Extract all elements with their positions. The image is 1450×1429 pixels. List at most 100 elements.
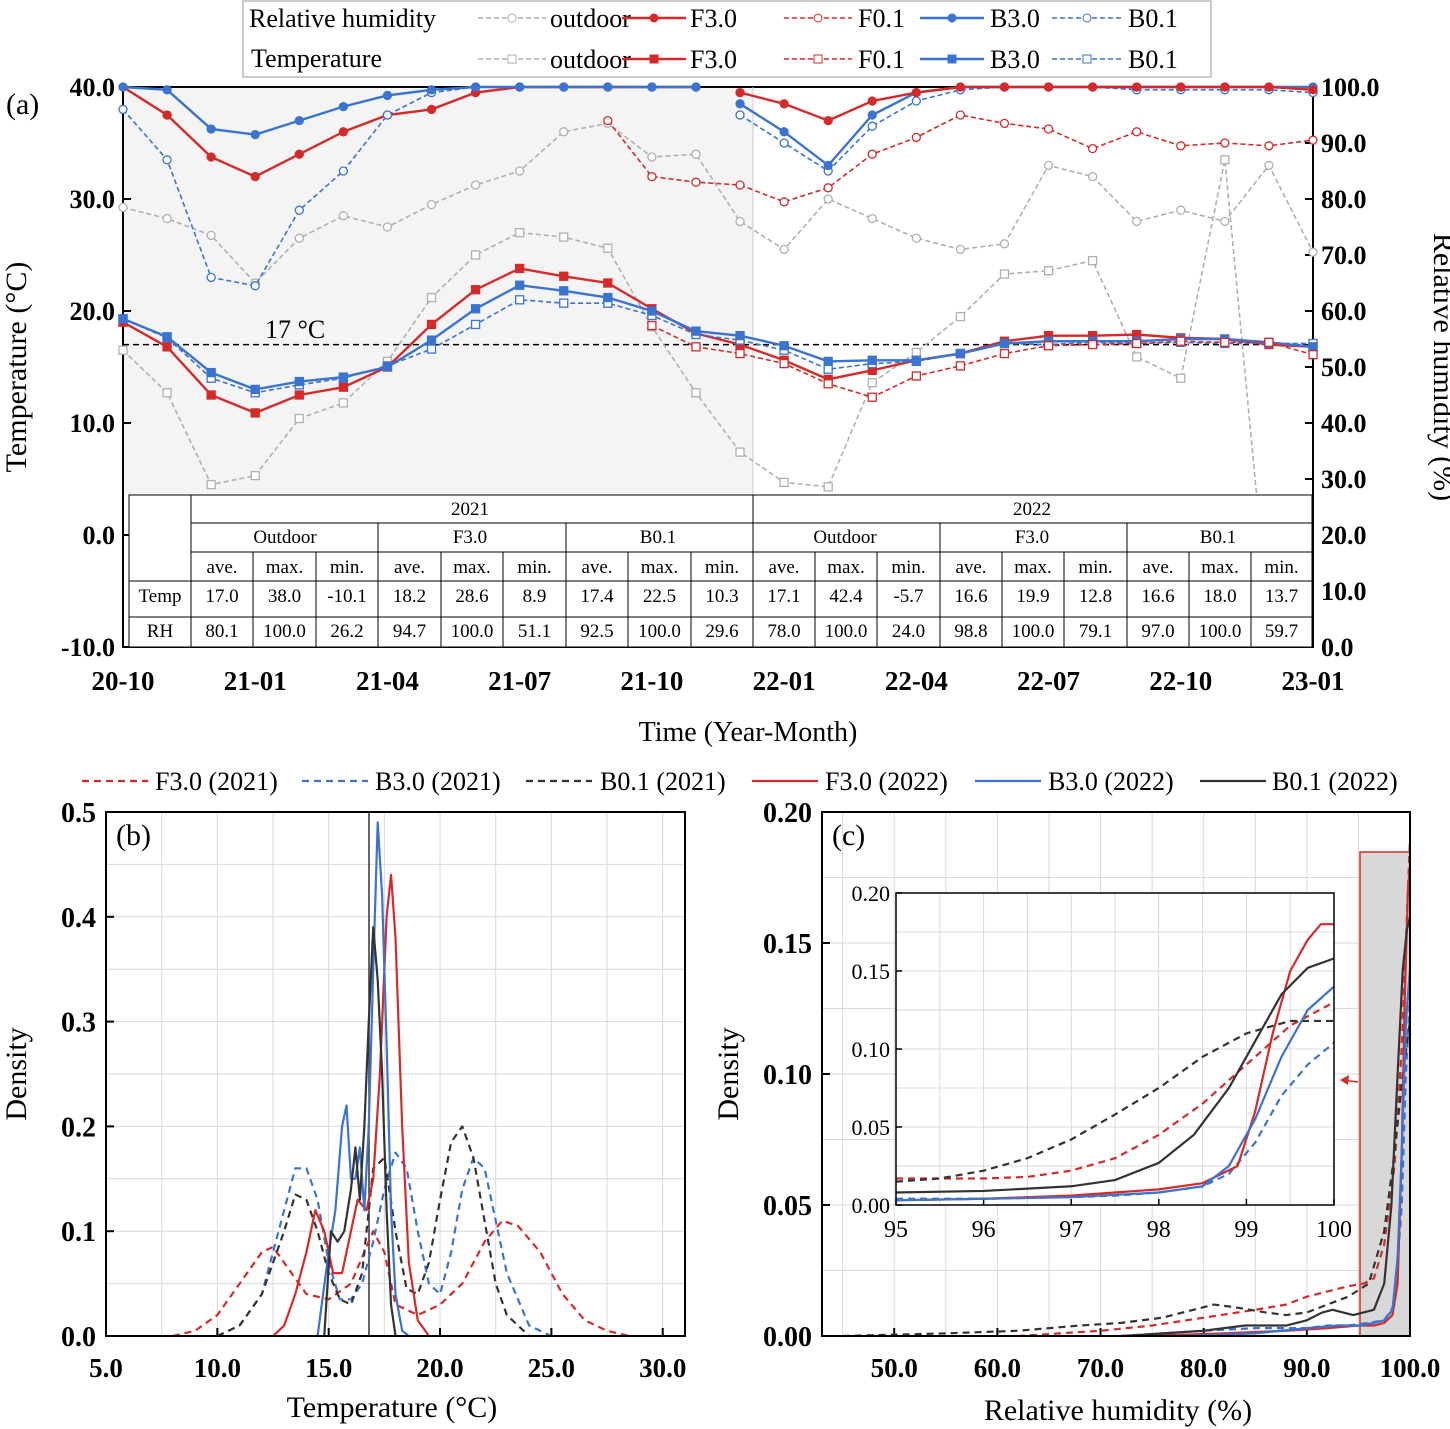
series-b01-rh-point xyxy=(250,281,260,291)
panel-a-ticks: 20-10 21-01 21-04 21-07 21-10 22-01 22-04 22-07… xyxy=(61,73,1380,696)
series-f01-rh-point xyxy=(1132,127,1142,137)
series-f01-temp-point xyxy=(1132,338,1142,349)
series-f01-rh-line xyxy=(607,114,1314,203)
b-xtick-label: 20.0 xyxy=(416,1353,463,1383)
series-f30-rh-point xyxy=(1220,82,1230,92)
table-group-f30-2021: F3.0 xyxy=(453,527,487,548)
series-f01-rh-point xyxy=(779,197,789,207)
series-f01-rh-point xyxy=(647,171,657,182)
series-f01-temp-point xyxy=(735,348,745,359)
panel-b-label: (b) xyxy=(116,819,151,852)
series-outdoor-rh-point xyxy=(470,180,481,190)
series-outdoor-temp-point xyxy=(559,232,569,242)
panel-b-frame xyxy=(105,811,686,1337)
legend-f30-2022: F3.0 (2022) xyxy=(825,767,948,796)
series-outdoor-temp-point xyxy=(338,398,349,408)
series-outdoor-temp-point xyxy=(779,477,789,488)
series-f30-temp-point xyxy=(470,285,481,295)
table-stat-header: ave. xyxy=(206,557,237,578)
b-ytick-label: 0.2 xyxy=(61,1112,96,1143)
table-cell: 16.6 xyxy=(1141,586,1174,607)
series-outdoor-temp-point xyxy=(1043,266,1054,276)
series-b30-temp-point xyxy=(955,348,966,359)
legend-b30-temp: B3.0 xyxy=(990,45,1040,74)
series-outdoor-rh-point xyxy=(162,213,172,224)
a-ytick-label: 0.0 xyxy=(83,521,116,550)
panel-b-grid: 5.0 10.0 15.0 20.0 25.0 30.0 0.0 0.1 0.2 0.3 0.4 0.… xyxy=(61,798,686,1383)
table-stat-header: min. xyxy=(891,557,925,578)
table-stat-header: min. xyxy=(1264,557,1298,578)
table-stat-header: min. xyxy=(705,557,739,578)
series-outdoor-rh-point xyxy=(1308,247,1318,257)
series-f01-rh-point xyxy=(603,115,613,126)
series-f30-temp-point xyxy=(559,271,569,281)
c-xtick-label: 80.0 xyxy=(1180,1353,1227,1383)
panel-b-xlabel: Temperature (°C) xyxy=(287,1391,498,1424)
series-f30-rh-line xyxy=(739,85,1314,122)
panel-a-legend: Relative humidity Temperature outdoor F3… xyxy=(242,0,1212,78)
panel-c-xlabel: Relative humidity (%) xyxy=(984,1394,1252,1427)
series-outdoor-rh-point xyxy=(1220,216,1230,227)
panel-c-grid: 50.0 60.0 70.0 80.0 90.0 100.0 0.00 0.05 0.10 0.1… xyxy=(763,798,1440,1383)
series-f30-rh-point xyxy=(1132,82,1142,92)
panel-c-label: (c) xyxy=(832,819,865,852)
series-outdoor-temp-point xyxy=(1087,255,1098,266)
a-y2tick-label: 60.0 xyxy=(1321,297,1367,326)
table-cell: 17.4 xyxy=(580,586,614,607)
table-cell: 79.1 xyxy=(1079,621,1112,642)
table-stat-header: max. xyxy=(1201,557,1238,578)
series-b30-rh-point xyxy=(426,85,437,95)
summary-table: 2021 2022 Outdoor F3.0 B0.1 Outdoor F3.0… xyxy=(128,494,1313,648)
table-grid xyxy=(129,495,1312,647)
panel-a-series xyxy=(118,82,1318,630)
series-outdoor-temp-point xyxy=(823,482,833,492)
table-row-label-rh: RH xyxy=(147,621,174,642)
series-f30-rh-point xyxy=(1087,82,1098,92)
table-cell: 26.2 xyxy=(330,621,363,642)
series-f01-temp-point xyxy=(1264,337,1274,348)
b-ytick-label: 0.1 xyxy=(61,1217,96,1248)
series-f01-rh-point xyxy=(735,180,745,190)
series-b30-temp-point xyxy=(118,314,128,324)
reference-line-label: 17 °C xyxy=(265,315,325,344)
table-cell: 59.7 xyxy=(1265,621,1298,642)
table-stat-header: ave. xyxy=(394,557,425,578)
series-outdoor-temp-point xyxy=(691,388,701,398)
series-f30-rh-point xyxy=(426,104,437,115)
series-f01-rh-point xyxy=(955,110,966,120)
legend-marker xyxy=(947,13,957,23)
series-f01-temp-line xyxy=(651,324,1314,399)
series-f01-temp-point xyxy=(999,348,1010,359)
table-cell: 100.0 xyxy=(638,621,681,642)
series-b30-rh-point xyxy=(515,82,525,92)
legend-marker xyxy=(813,54,823,64)
series-b01-rh-point xyxy=(867,121,877,131)
series-b01-temp-point xyxy=(823,364,833,374)
c-xtick-label: 90.0 xyxy=(1283,1353,1330,1383)
series-outdoor-temp-point xyxy=(1220,155,1230,165)
inset-ytick-label: 0.05 xyxy=(852,1115,891,1140)
table-cell: 100.0 xyxy=(825,621,868,642)
table-stat-header: max. xyxy=(827,557,864,578)
a-xtick-label: 22-07 xyxy=(1017,666,1080,696)
series-outdoor-rh-point xyxy=(911,233,921,243)
series-outdoor-rh-point xyxy=(691,149,701,159)
table-cell: 17.0 xyxy=(205,586,238,607)
a-y2tick-label: 10.0 xyxy=(1321,577,1367,606)
c-series-b0-1-2022- xyxy=(1121,916,1412,1338)
legend-row-temp: Temperature xyxy=(251,44,382,73)
a-xtick-label: 21-01 xyxy=(224,666,287,696)
series-b30-temp-point xyxy=(1308,342,1318,352)
table-stat-header: min. xyxy=(1078,557,1112,578)
table-cell: -10.1 xyxy=(327,586,367,607)
panel-c: 50.0 60.0 70.0 80.0 90.0 100.0 0.00 0.05 0.10 0.1… xyxy=(712,798,1440,1427)
series-f30-temp-point xyxy=(426,319,437,330)
series-b30-rh-point xyxy=(382,90,393,101)
series-b30-rh-point xyxy=(647,82,657,92)
series-b30-rh-point xyxy=(294,115,304,126)
series-b30-temp-point xyxy=(162,332,172,342)
a-xtick-label: 22-10 xyxy=(1149,666,1212,696)
legend-marker xyxy=(507,13,517,23)
series-b30-rh-point xyxy=(162,85,172,95)
series-f01-temp-point xyxy=(867,392,877,402)
